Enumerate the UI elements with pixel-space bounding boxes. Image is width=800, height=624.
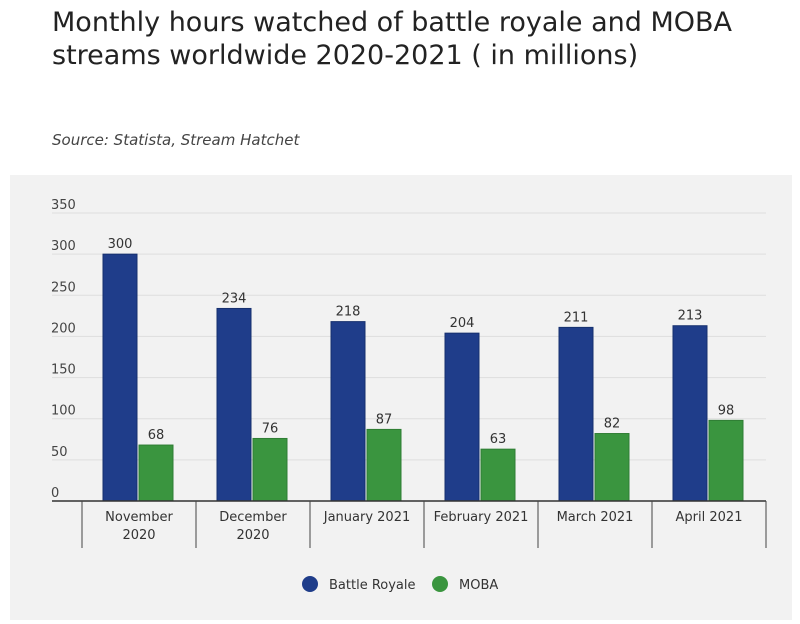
chart-source: Source: Statista, Stream Hatchet (52, 131, 300, 149)
legend-marker (432, 576, 448, 592)
bar-moba (138, 444, 174, 502)
bar-moba (708, 419, 744, 502)
data-label: 76 (262, 421, 279, 436)
data-label: 204 (450, 316, 475, 331)
data-label: 98 (718, 403, 735, 418)
data-label: 68 (148, 428, 165, 443)
x-tick-label: November (105, 510, 173, 525)
x-tick-label: February 2021 (434, 510, 529, 525)
bar-battle-royale (216, 307, 252, 502)
data-label: 63 (490, 432, 507, 447)
y-tick-label: 350 (51, 198, 76, 213)
data-label: 213 (678, 309, 703, 324)
data-label: 218 (336, 305, 361, 320)
bar-moba (252, 437, 288, 502)
bar-battle-royale (102, 253, 138, 502)
y-tick-label: 200 (51, 321, 76, 336)
bar-moba (594, 433, 630, 502)
chart-title: Monthly hours watched of battle royale a… (52, 7, 733, 71)
legend-marker (302, 576, 318, 592)
y-tick-label: 250 (51, 280, 76, 295)
data-label: 87 (376, 412, 393, 427)
x-tick-label: 2020 (122, 528, 155, 543)
bar-battle-royale (672, 325, 708, 502)
bar-battle-royale (558, 326, 594, 502)
bar-moba (366, 428, 402, 502)
data-label: 234 (222, 291, 247, 306)
x-tick-label: January 2021 (323, 510, 411, 525)
x-tick-label: April 2021 (676, 510, 743, 525)
x-tick-label: December (219, 510, 287, 525)
y-tick-label: 50 (51, 445, 68, 460)
x-tick-label: 2020 (236, 528, 269, 543)
data-label: 82 (604, 417, 621, 432)
bar-battle-royale (444, 332, 480, 502)
bar-moba (480, 448, 516, 502)
data-label: 211 (564, 310, 589, 325)
legend-label: MOBA (459, 578, 498, 593)
y-tick-label: 300 (51, 239, 76, 254)
y-tick-label: 150 (51, 363, 76, 378)
chart-panel (10, 175, 792, 620)
y-tick-label: 100 (51, 404, 76, 419)
bar-battle-royale (330, 321, 366, 502)
y-tick-label: 0 (51, 486, 59, 501)
data-label: 300 (108, 237, 133, 252)
x-tick-label: March 2021 (557, 510, 634, 525)
legend-label: Battle Royale (329, 578, 416, 593)
